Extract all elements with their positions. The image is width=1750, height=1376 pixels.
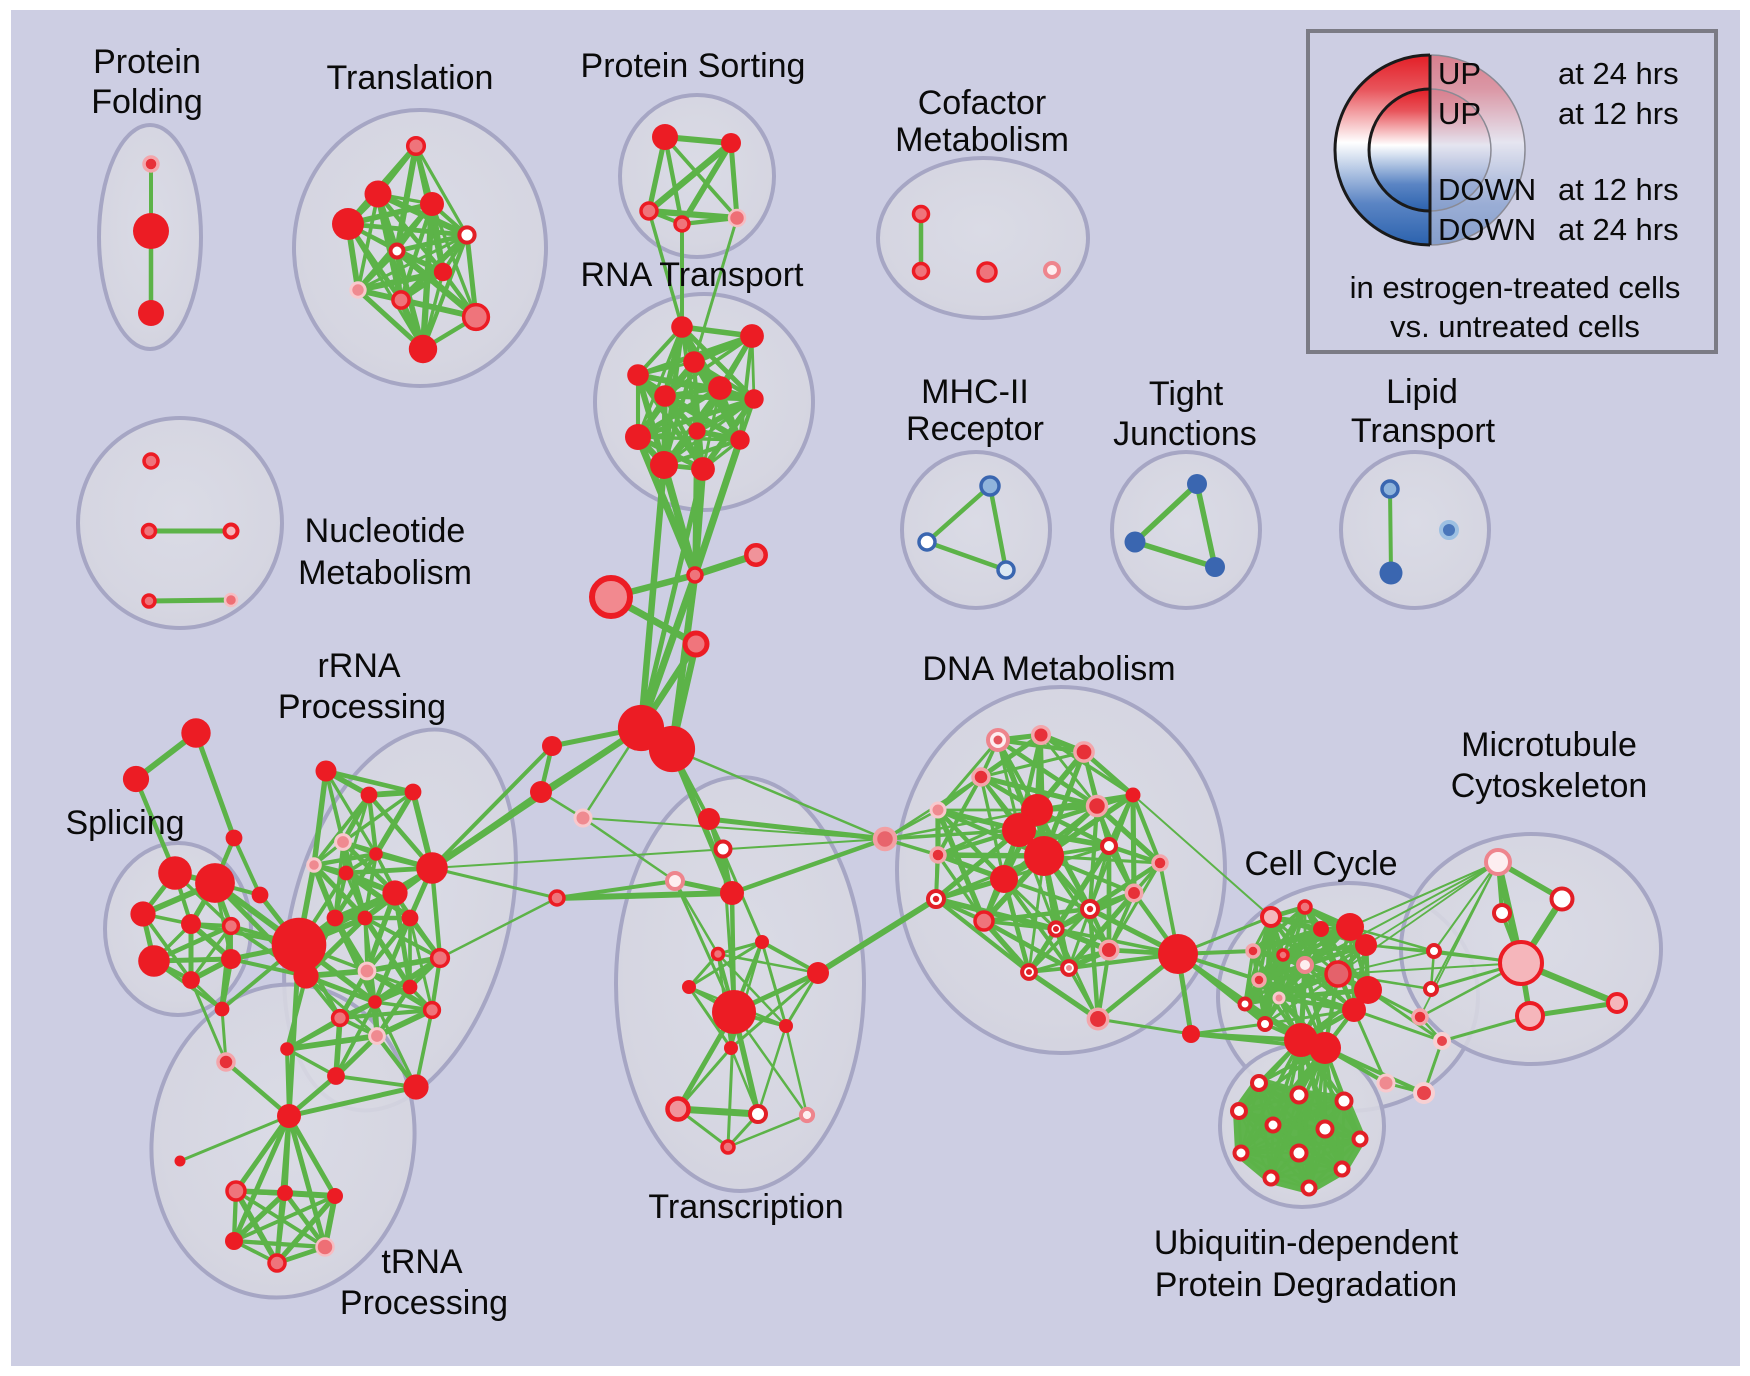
svg-text:UP: UP: [1438, 96, 1481, 131]
svg-text:rRNA: rRNA: [317, 647, 400, 685]
svg-text:Protein: Protein: [93, 43, 201, 81]
svg-text:Tight: Tight: [1149, 375, 1224, 413]
svg-text:Folding: Folding: [91, 83, 203, 121]
svg-text:MHC-II: MHC-II: [921, 373, 1029, 411]
svg-text:Protein Sorting: Protein Sorting: [581, 47, 806, 85]
svg-text:RNA Transport: RNA Transport: [581, 256, 805, 294]
svg-text:Microtubule: Microtubule: [1461, 726, 1637, 764]
svg-text:tRNA: tRNA: [381, 1243, 463, 1281]
svg-text:DNA Metabolism: DNA Metabolism: [922, 650, 1175, 688]
svg-text:at 12 hrs: at 12 hrs: [1558, 172, 1679, 207]
svg-text:UP: UP: [1438, 56, 1481, 91]
svg-text:Metabolism: Metabolism: [298, 554, 472, 592]
svg-text:Processing: Processing: [278, 688, 446, 726]
svg-text:Ubiquitin-dependent: Ubiquitin-dependent: [1154, 1224, 1459, 1262]
svg-text:DOWN: DOWN: [1438, 212, 1536, 247]
svg-text:in estrogen-treated cells: in estrogen-treated cells: [1350, 270, 1681, 305]
svg-text:at 12 hrs: at 12 hrs: [1558, 96, 1679, 131]
svg-text:Processing: Processing: [340, 1284, 508, 1322]
svg-text:Cytoskeleton: Cytoskeleton: [1451, 767, 1648, 805]
svg-text:Splicing: Splicing: [65, 804, 184, 842]
svg-text:Receptor: Receptor: [906, 410, 1044, 448]
svg-text:Translation: Translation: [327, 59, 494, 97]
svg-text:Cell Cycle: Cell Cycle: [1244, 845, 1397, 883]
svg-text:DOWN: DOWN: [1438, 172, 1536, 207]
svg-text:Transcription: Transcription: [648, 1188, 843, 1226]
svg-text:Cofactor: Cofactor: [918, 84, 1047, 122]
svg-text:Nucleotide: Nucleotide: [305, 512, 466, 550]
svg-text:at 24 hrs: at 24 hrs: [1558, 212, 1679, 247]
svg-text:vs. untreated cells: vs. untreated cells: [1390, 309, 1640, 344]
svg-text:Protein Degradation: Protein Degradation: [1155, 1266, 1457, 1304]
svg-text:Junctions: Junctions: [1113, 415, 1257, 453]
svg-text:at 24 hrs: at 24 hrs: [1558, 56, 1679, 91]
svg-text:Metabolism: Metabolism: [895, 121, 1069, 159]
svg-text:Lipid: Lipid: [1386, 373, 1458, 411]
svg-text:Transport: Transport: [1351, 412, 1496, 450]
